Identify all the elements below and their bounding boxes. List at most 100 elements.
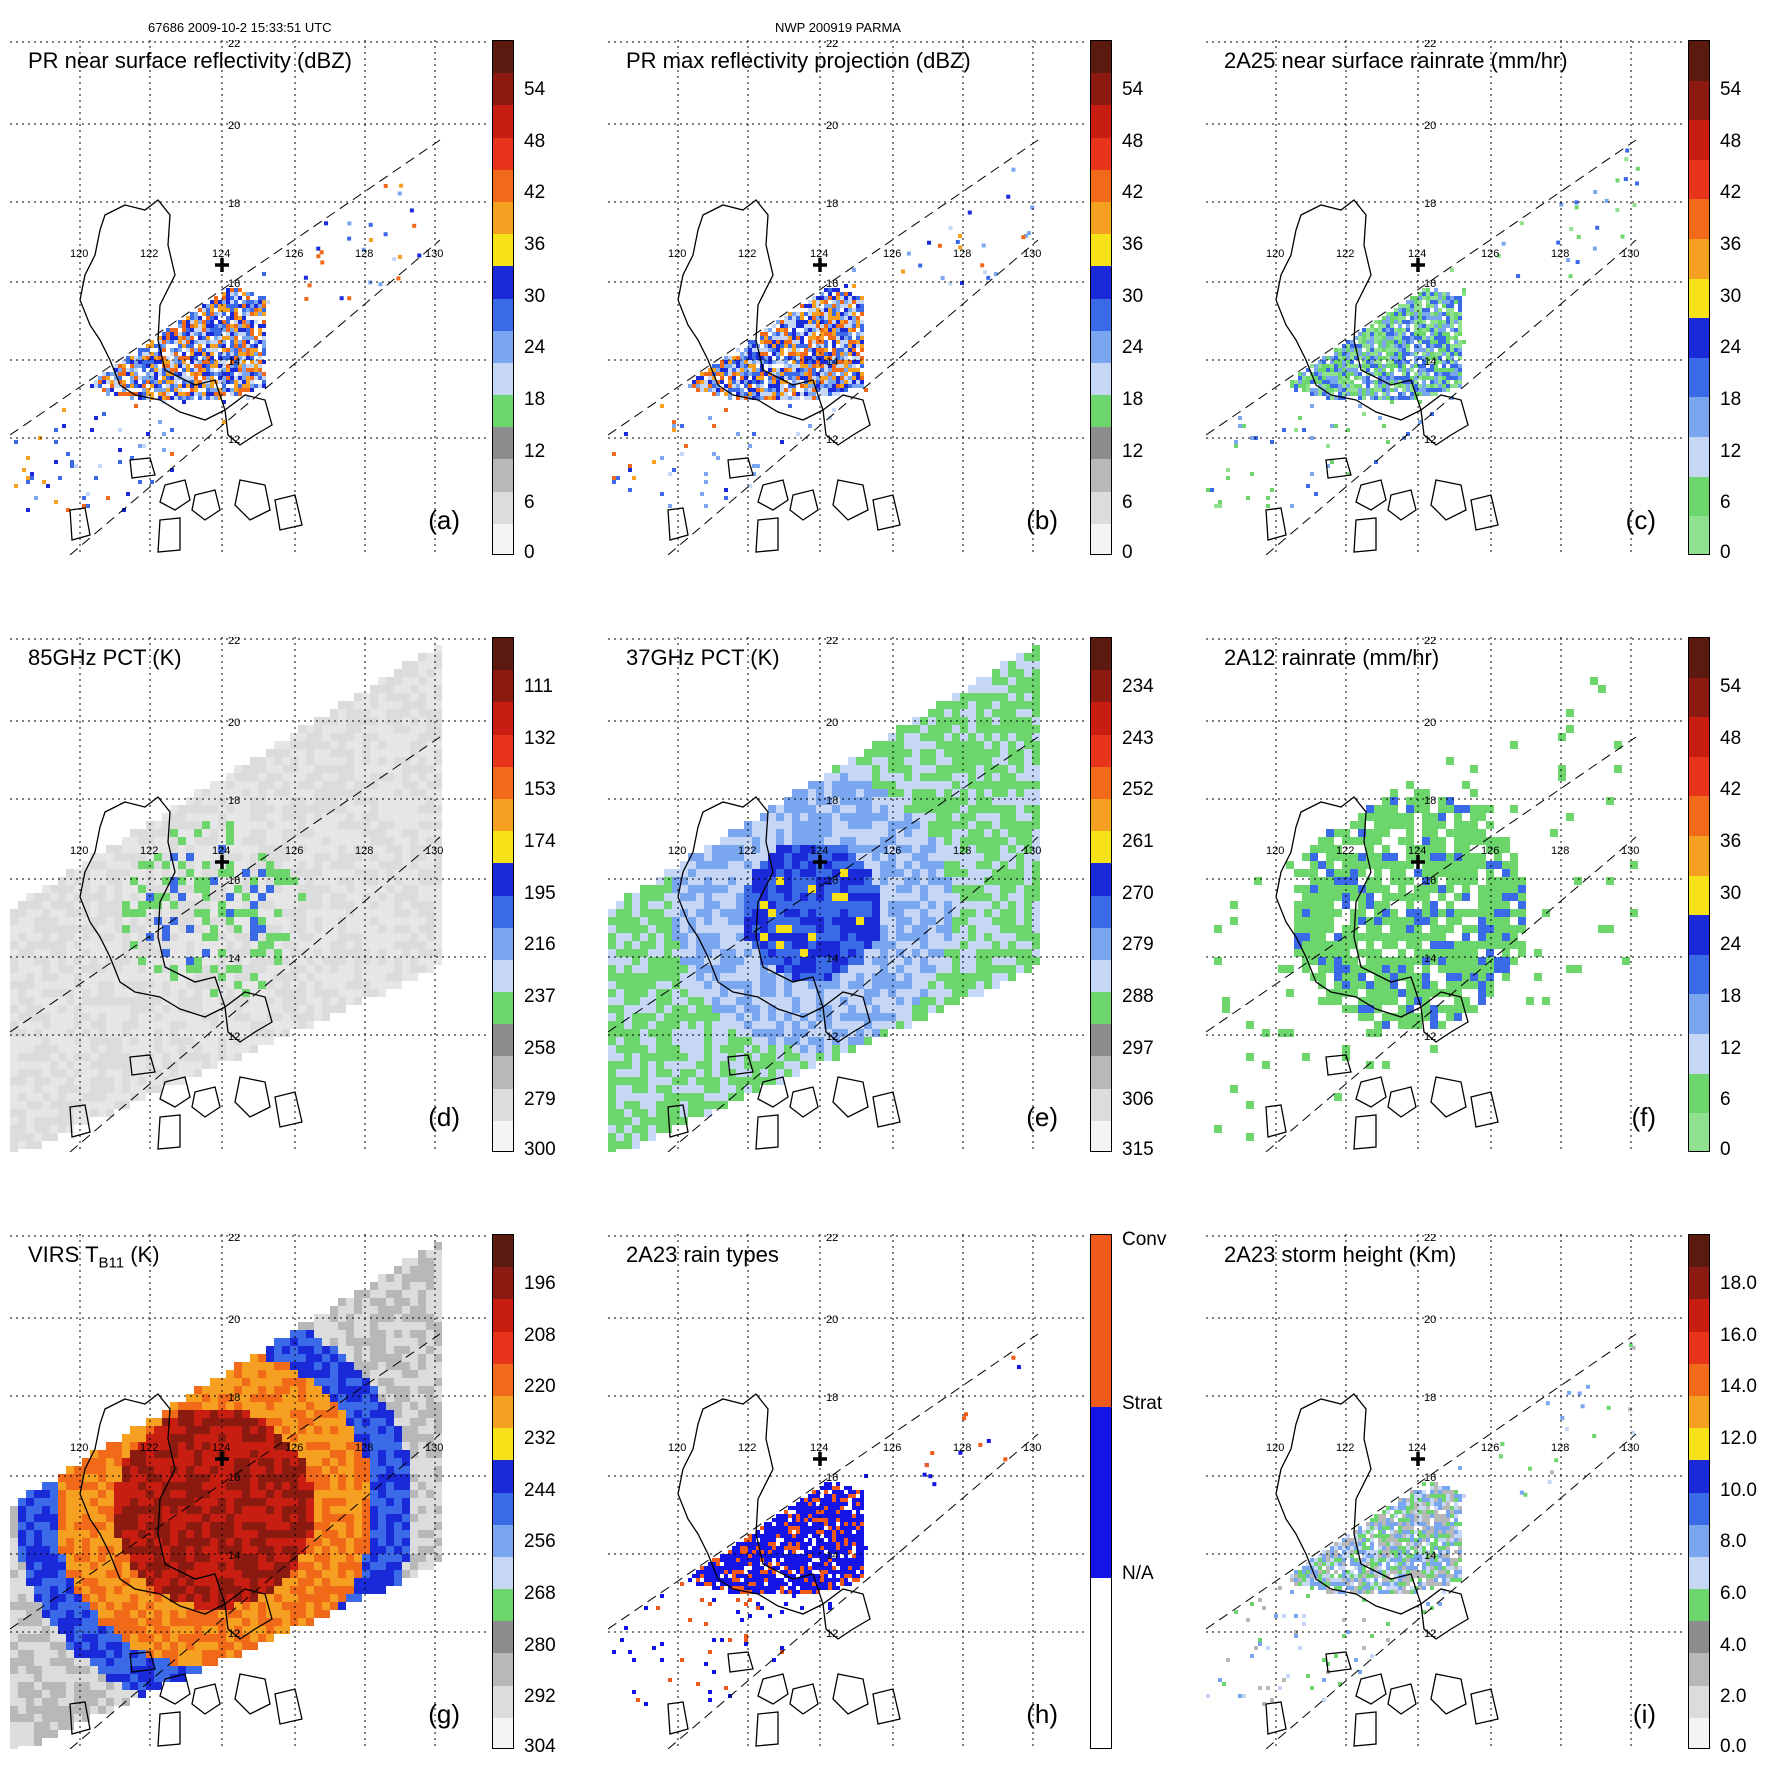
data-pixel — [18, 1125, 26, 1133]
data-pixel — [130, 1077, 138, 1085]
data-pixel — [162, 821, 170, 829]
data-pixel — [708, 380, 712, 384]
data-pixel — [844, 304, 848, 308]
data-pixel — [1306, 368, 1310, 372]
data-pixel — [1390, 376, 1394, 380]
data-pixel — [162, 432, 166, 436]
data-pixel — [114, 1069, 122, 1077]
data-pixel — [142, 444, 146, 448]
data-pixel — [828, 416, 832, 420]
data-pixel — [776, 340, 780, 344]
data-pixel — [118, 392, 122, 396]
data-pixel — [90, 1101, 98, 1109]
data-pixel — [1446, 368, 1450, 372]
data-pixel — [130, 853, 138, 861]
data-pixel — [14, 440, 18, 444]
data-pixel — [1346, 472, 1350, 476]
data-pixel — [26, 1045, 34, 1053]
data-pixel — [58, 1125, 66, 1133]
data-pixel — [434, 749, 442, 757]
data-pixel — [624, 965, 632, 973]
data-pixel — [1442, 344, 1446, 348]
data-pixel — [186, 829, 194, 837]
data-pixel — [696, 388, 700, 392]
data-pixel — [402, 877, 410, 885]
data-pixel — [82, 1029, 90, 1037]
data-pixel — [772, 360, 776, 364]
data-pixel — [58, 973, 66, 981]
data-pixel — [266, 893, 274, 901]
data-pixel — [258, 957, 266, 965]
data-pixel — [234, 388, 238, 392]
data-pixel — [1370, 360, 1374, 364]
data-pixel — [1322, 368, 1326, 372]
data-pixel — [226, 316, 230, 320]
data-pixel — [330, 749, 338, 757]
data-pixel — [186, 328, 190, 332]
data-pixel — [808, 348, 812, 352]
data-pixel — [202, 813, 210, 821]
data-pixel — [688, 933, 696, 941]
data-pixel — [672, 1021, 680, 1029]
data-pixel — [194, 1037, 202, 1045]
data-pixel — [202, 392, 206, 396]
colorbar-segment — [493, 992, 513, 1025]
data-pixel — [1430, 328, 1434, 332]
data-pixel — [74, 869, 82, 877]
data-pixel — [1294, 428, 1298, 432]
data-pixel — [250, 348, 254, 352]
data-pixel — [242, 957, 250, 965]
data-pixel — [672, 1045, 680, 1053]
data-pixel — [90, 981, 98, 989]
data-pixel — [784, 316, 788, 320]
data-pixel — [860, 384, 864, 388]
data-pixel — [122, 845, 130, 853]
data-pixel — [696, 965, 704, 973]
data-pixel — [608, 957, 616, 965]
data-pixel — [134, 404, 138, 408]
data-pixel — [1378, 368, 1382, 372]
data-pixel — [202, 356, 206, 360]
data-pixel — [1410, 312, 1414, 316]
data-pixel — [656, 1053, 664, 1061]
data-pixel — [26, 1053, 34, 1061]
data-pixel — [1370, 396, 1374, 400]
colorbar-tick-label: 36 — [1720, 234, 1742, 255]
data-pixel — [840, 340, 844, 344]
data-pixel — [210, 360, 214, 364]
data-pixel — [234, 981, 242, 989]
data-pixel — [1410, 368, 1414, 372]
data-pixel — [808, 328, 812, 332]
data-pixel — [338, 853, 346, 861]
data-pixel — [202, 1061, 210, 1069]
data-pixel — [1434, 328, 1438, 332]
data-pixel — [1390, 364, 1394, 368]
data-pixel — [290, 909, 298, 917]
data-pixel — [1434, 332, 1438, 336]
data-pixel — [696, 1093, 704, 1101]
data-pixel — [50, 1037, 58, 1045]
data-pixel — [712, 949, 720, 957]
data-pixel — [230, 344, 234, 348]
data-pixel — [198, 380, 202, 384]
data-pixel — [632, 989, 640, 997]
data-pixel — [1394, 360, 1398, 364]
data-pixel — [788, 348, 792, 352]
data-pixel — [218, 829, 226, 837]
data-pixel — [98, 901, 106, 909]
data-pixel — [162, 861, 170, 869]
data-pixel — [812, 296, 816, 300]
data-pixel — [114, 885, 122, 893]
data-pixel — [640, 1037, 648, 1045]
data-pixel — [338, 877, 346, 885]
data-pixel — [262, 348, 266, 352]
data-pixel — [608, 1045, 616, 1053]
data-pixel — [1450, 296, 1454, 300]
data-pixel — [386, 901, 394, 909]
data-pixel — [816, 356, 820, 360]
data-pixel — [768, 336, 772, 340]
data-pixel — [170, 388, 174, 392]
data-pixel — [130, 869, 138, 877]
data-pixel — [122, 901, 130, 909]
data-pixel — [178, 805, 186, 813]
